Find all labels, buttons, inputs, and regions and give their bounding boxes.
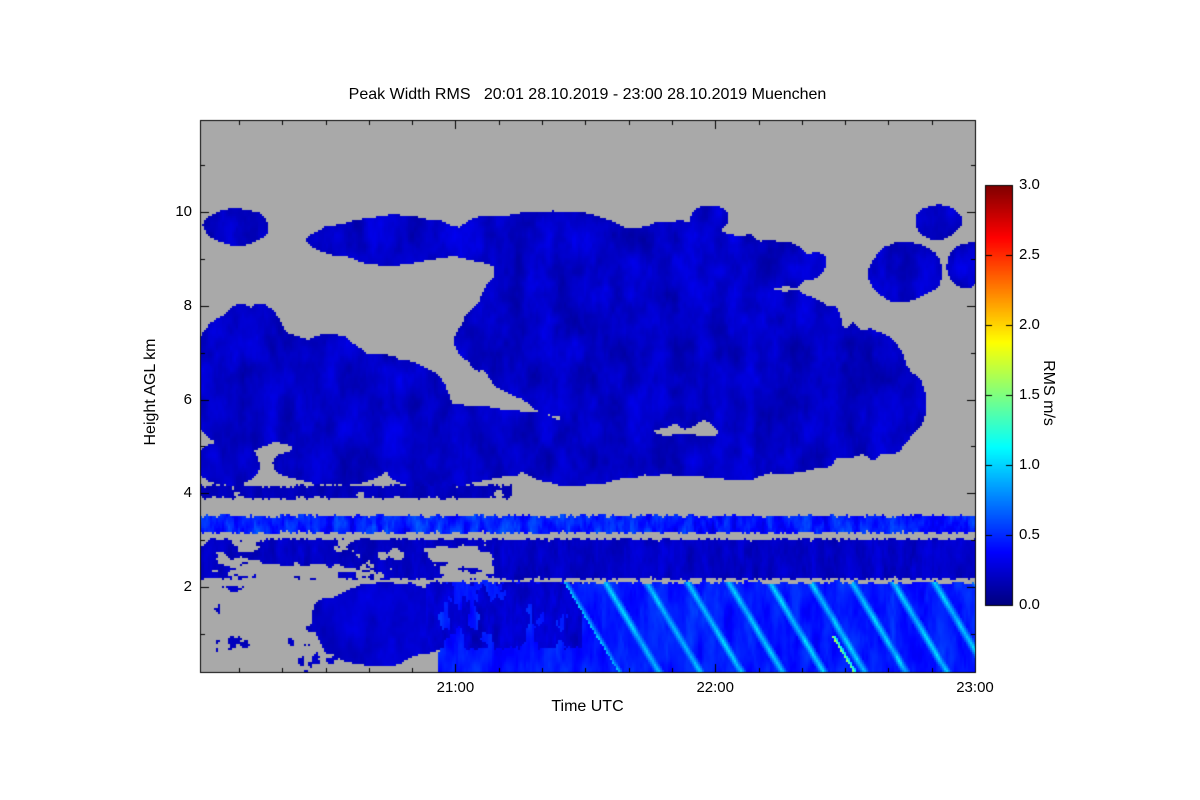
y-tick-label: 8 bbox=[183, 296, 192, 314]
y-tick-label: 2 bbox=[183, 578, 192, 596]
colorbar-tick-label: 1.0 bbox=[1019, 456, 1040, 473]
x-tick-label: 22:00 bbox=[696, 679, 734, 696]
y-tick-label: 4 bbox=[183, 484, 192, 502]
colorbar-tick-label: 0.0 bbox=[1019, 596, 1040, 613]
x-axis-label: Time UTC bbox=[551, 698, 624, 715]
colorbar-tick-label: 1.5 bbox=[1019, 386, 1040, 403]
y-tick-label: 10 bbox=[175, 202, 192, 220]
colorbar-tick-label: 2.5 bbox=[1019, 246, 1040, 263]
x-tick-label: 23:00 bbox=[956, 679, 994, 696]
y-tick-label: 6 bbox=[183, 390, 192, 408]
colorbar-tick-label: 2.0 bbox=[1019, 316, 1040, 333]
x-tick-label: 21:00 bbox=[436, 679, 475, 696]
colorbar-tick-label: 0.5 bbox=[1019, 526, 1040, 543]
colorbar-tick-label: 3.0 bbox=[1019, 176, 1040, 193]
chart-title: Peak Width RMS 20:01 28.10.2019 - 23:00 … bbox=[348, 86, 827, 103]
